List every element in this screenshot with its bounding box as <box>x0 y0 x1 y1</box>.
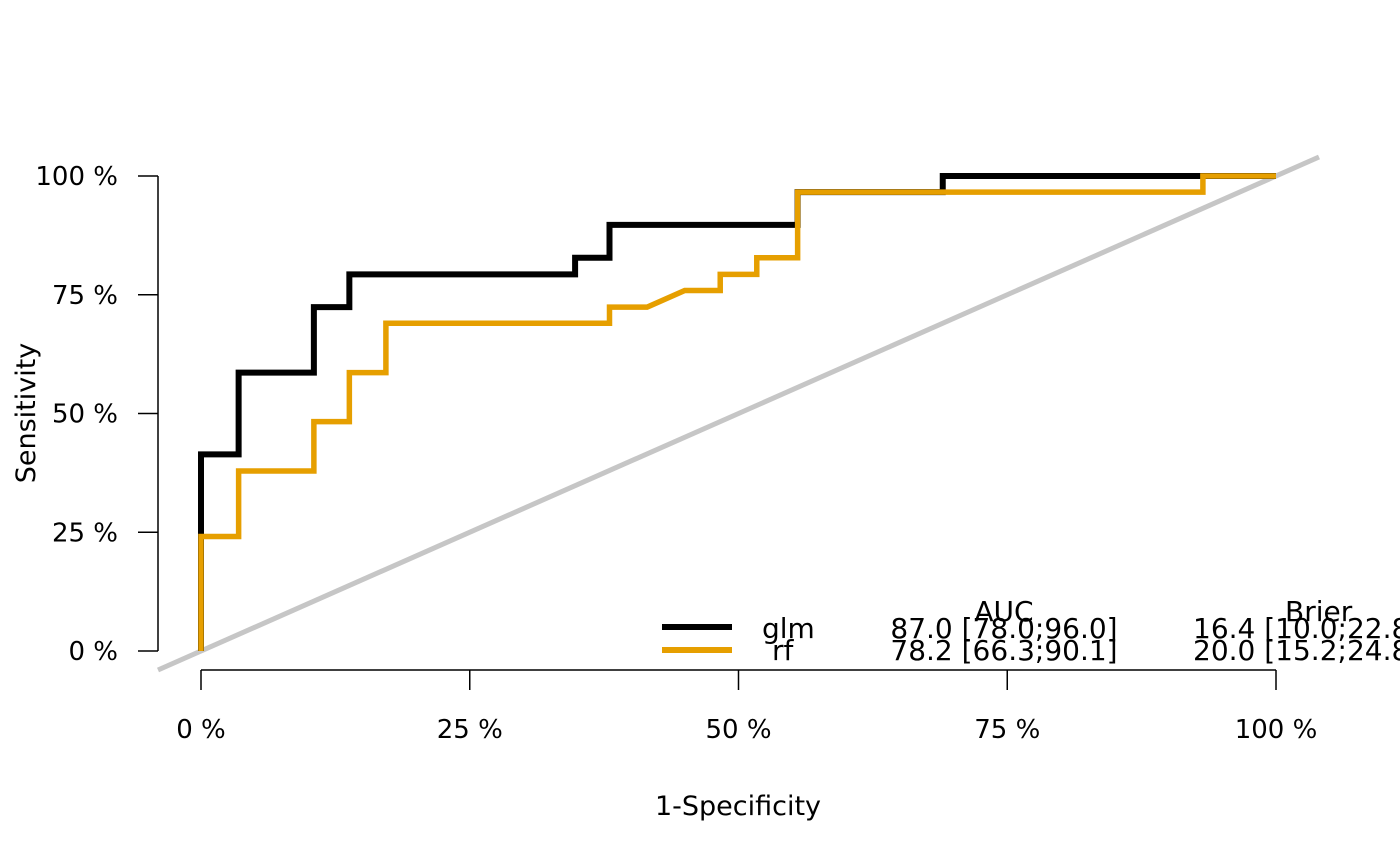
legend-brier-rf: 20.0 [15.2;24.8] <box>1193 634 1400 667</box>
x-tick-label: 75 % <box>974 715 1040 745</box>
y-tick-label: 75 % <box>52 281 118 311</box>
legend: AUC Brier glm 87.0 [78.0;96.0] 16.4 [10.… <box>662 595 1400 667</box>
legend-label-rf: rf <box>772 634 795 667</box>
x-tick-label: 0 % <box>176 715 226 745</box>
y-tick-label: 50 % <box>52 400 118 430</box>
x-axis-label: 1-Specificity <box>655 791 821 822</box>
y-tick-label: 0 % <box>68 637 118 667</box>
y-tick-label: 100 % <box>35 162 118 192</box>
legend-auc-rf: 78.2 [66.3;90.1] <box>890 634 1117 667</box>
y-tick-label: 25 % <box>52 518 118 548</box>
x-tick-label: 50 % <box>705 715 771 745</box>
x-tick-label: 100 % <box>1235 715 1318 745</box>
x-tick-label: 25 % <box>437 715 503 745</box>
y-axis-label: Sensitivity <box>11 343 42 484</box>
diagonal-reference-line <box>158 157 1319 670</box>
